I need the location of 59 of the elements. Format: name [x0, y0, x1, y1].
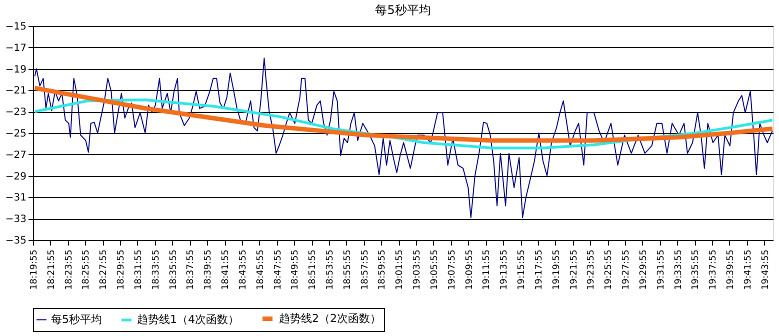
y-tick-label: −25 — [5, 128, 26, 140]
x-tick-label: 19:21:55 — [569, 250, 580, 290]
x-tick-label: 19:17:55 — [534, 250, 544, 290]
legend-label: 趋势线1（4次函数） — [137, 313, 239, 326]
x-tick-label: 18:55:55 — [342, 250, 353, 290]
x-tick-label: 18:21:55 — [46, 250, 57, 290]
x-tick-label: 19:33:55 — [674, 250, 684, 290]
y-tick-label: −23 — [5, 107, 26, 118]
line-series — [32, 86, 775, 143]
y-tick-label: −15 — [5, 22, 26, 32]
chart-title: 每5秒平均 — [375, 3, 431, 17]
x-tick-label: 19:23:55 — [586, 250, 597, 290]
x-tick-label: 19:41:55 — [743, 250, 754, 290]
x-tick-label: 19:07:55 — [447, 250, 458, 290]
y-tick-label: −31 — [5, 192, 26, 204]
x-tick-label: 18:37:55 — [186, 250, 196, 290]
y-tick-label: −27 — [5, 150, 26, 161]
x-tick-label: 18:39:55 — [204, 250, 214, 290]
x-tick-label: 18:53:55 — [326, 250, 336, 290]
x-tick-label: 19:15:55 — [517, 250, 528, 290]
y-tick-label: −33 — [5, 214, 26, 226]
legend-label: 每5秒平均 — [51, 312, 102, 326]
x-tick-label: 18:31:55 — [134, 250, 144, 290]
x-tick-label: 19:11:55 — [482, 250, 492, 290]
y-tick-label: −29 — [5, 171, 26, 182]
x-tick-label: 19:37:55 — [708, 250, 719, 290]
x-tick-label: 18:23:55 — [64, 250, 74, 290]
x-tick-label: 18:43:55 — [238, 250, 248, 290]
x-tick-label: 19:27:55 — [622, 250, 632, 290]
y-tick-label: −19 — [5, 64, 26, 76]
x-tick-label: 19:09:55 — [464, 250, 475, 290]
x-tick-label: 18:29:55 — [116, 250, 127, 290]
x-tick-label: 19:35:55 — [691, 250, 702, 290]
x-tick-label: 18:27:55 — [99, 250, 110, 290]
x-tick-label: 19:25:55 — [604, 250, 614, 290]
x-tick-label: 18:19:55 — [30, 250, 40, 290]
x-tick-label: 19:31:55 — [656, 250, 666, 290]
x-tick-label: 19:05:55 — [430, 250, 440, 290]
x-tick-label: 19:39:55 — [726, 250, 736, 290]
x-tick-label: 18:57:55 — [360, 250, 370, 290]
x-tick-label: 19:43:55 — [760, 250, 771, 290]
x-tick-label: 18:25:55 — [82, 250, 92, 290]
x-tick-label: 18:41:55 — [221, 250, 232, 290]
x-tick-label: 19:03:55 — [412, 250, 423, 290]
y-tick-label: −21 — [5, 86, 26, 97]
x-tick-label: 18:45:55 — [256, 250, 266, 290]
x-tick-label: 19:13:55 — [500, 250, 510, 290]
x-tick-label: 18:47:55 — [273, 250, 284, 290]
y-tick-label: −17 — [5, 42, 26, 54]
x-tick-label: 18:35:55 — [168, 250, 179, 290]
x-tick-label: 18:59:55 — [378, 250, 388, 290]
x-tick-label: 19:29:55 — [638, 250, 649, 290]
x-tick-label: 18:51:55 — [308, 250, 318, 290]
x-tick-label: 19:19:55 — [552, 250, 562, 290]
y-tick-label: −35 — [5, 236, 26, 246]
x-tick-label: 19:01:55 — [395, 250, 406, 290]
x-tick-label: 18:33:55 — [151, 250, 162, 290]
x-tick-label: 18:49:55 — [290, 250, 301, 290]
legend-label: 趋势线2（2次函数） — [279, 312, 381, 325]
